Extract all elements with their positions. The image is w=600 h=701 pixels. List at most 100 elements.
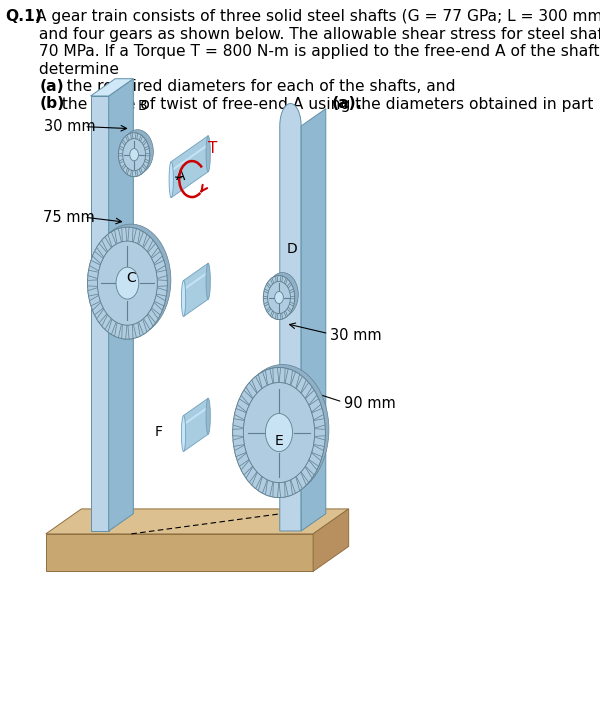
Polygon shape bbox=[266, 307, 271, 313]
Polygon shape bbox=[296, 472, 306, 489]
Polygon shape bbox=[145, 159, 149, 163]
Polygon shape bbox=[88, 287, 98, 296]
Polygon shape bbox=[312, 409, 323, 420]
Polygon shape bbox=[133, 229, 140, 244]
Polygon shape bbox=[184, 263, 208, 316]
Polygon shape bbox=[152, 302, 163, 315]
Polygon shape bbox=[148, 309, 158, 323]
Polygon shape bbox=[89, 260, 100, 271]
Text: A: A bbox=[176, 169, 185, 183]
Text: 75 mm: 75 mm bbox=[43, 210, 95, 225]
Ellipse shape bbox=[206, 398, 211, 434]
Text: 30 mm: 30 mm bbox=[330, 328, 382, 343]
Polygon shape bbox=[280, 104, 301, 531]
Polygon shape bbox=[92, 302, 103, 315]
Text: Q.1): Q.1) bbox=[6, 9, 43, 24]
Polygon shape bbox=[287, 307, 292, 313]
Polygon shape bbox=[148, 243, 158, 257]
Polygon shape bbox=[285, 369, 293, 385]
Polygon shape bbox=[97, 243, 107, 257]
Polygon shape bbox=[142, 164, 146, 170]
Polygon shape bbox=[46, 534, 313, 571]
Polygon shape bbox=[252, 376, 262, 393]
Polygon shape bbox=[125, 168, 129, 175]
Polygon shape bbox=[88, 270, 98, 278]
Polygon shape bbox=[271, 278, 274, 285]
Circle shape bbox=[122, 130, 154, 174]
Circle shape bbox=[91, 224, 171, 336]
Polygon shape bbox=[265, 369, 273, 385]
Polygon shape bbox=[139, 319, 147, 334]
Circle shape bbox=[236, 365, 329, 494]
Polygon shape bbox=[264, 289, 269, 293]
Circle shape bbox=[268, 282, 290, 313]
Polygon shape bbox=[139, 168, 143, 175]
Polygon shape bbox=[157, 270, 167, 278]
Ellipse shape bbox=[206, 263, 211, 299]
Polygon shape bbox=[301, 467, 312, 482]
Polygon shape bbox=[133, 322, 140, 338]
Polygon shape bbox=[309, 399, 321, 412]
Text: D: D bbox=[286, 242, 297, 256]
Polygon shape bbox=[122, 164, 126, 170]
Polygon shape bbox=[145, 154, 150, 156]
Polygon shape bbox=[287, 283, 292, 288]
Polygon shape bbox=[301, 109, 326, 531]
Polygon shape bbox=[284, 311, 287, 317]
Text: (a): (a) bbox=[40, 79, 65, 94]
Polygon shape bbox=[115, 322, 121, 338]
Text: the angle of twist of free-end A using the diameters obtained in part: the angle of twist of free-end A using t… bbox=[57, 97, 598, 111]
Polygon shape bbox=[266, 283, 271, 288]
Polygon shape bbox=[296, 376, 306, 393]
Polygon shape bbox=[233, 437, 244, 447]
Polygon shape bbox=[235, 409, 246, 420]
Polygon shape bbox=[309, 453, 321, 466]
Polygon shape bbox=[275, 275, 278, 282]
Polygon shape bbox=[122, 325, 127, 339]
Text: 90 mm: 90 mm bbox=[344, 397, 396, 411]
Polygon shape bbox=[145, 146, 149, 151]
Polygon shape bbox=[273, 482, 279, 498]
Polygon shape bbox=[131, 170, 133, 177]
Polygon shape bbox=[89, 295, 100, 306]
Polygon shape bbox=[301, 383, 312, 398]
Polygon shape bbox=[284, 278, 287, 285]
Ellipse shape bbox=[169, 162, 173, 198]
Polygon shape bbox=[46, 509, 349, 534]
Polygon shape bbox=[122, 139, 126, 145]
Polygon shape bbox=[289, 289, 294, 293]
Polygon shape bbox=[263, 297, 268, 299]
Polygon shape bbox=[312, 445, 323, 456]
Polygon shape bbox=[122, 227, 127, 242]
Polygon shape bbox=[131, 133, 133, 139]
Polygon shape bbox=[102, 237, 111, 252]
Ellipse shape bbox=[181, 280, 185, 316]
Polygon shape bbox=[171, 136, 208, 198]
Circle shape bbox=[97, 241, 157, 325]
Polygon shape bbox=[119, 146, 124, 151]
Polygon shape bbox=[246, 467, 257, 482]
Circle shape bbox=[118, 132, 150, 177]
Polygon shape bbox=[241, 390, 253, 405]
Polygon shape bbox=[271, 311, 274, 317]
Ellipse shape bbox=[206, 136, 211, 172]
Polygon shape bbox=[291, 372, 299, 388]
Polygon shape bbox=[289, 302, 294, 306]
Circle shape bbox=[265, 414, 293, 451]
Polygon shape bbox=[237, 399, 249, 412]
Polygon shape bbox=[91, 96, 109, 531]
Polygon shape bbox=[241, 460, 253, 475]
Polygon shape bbox=[91, 79, 133, 96]
Polygon shape bbox=[115, 229, 121, 244]
Polygon shape bbox=[264, 302, 269, 306]
Text: (b): (b) bbox=[40, 97, 65, 111]
Polygon shape bbox=[143, 237, 153, 252]
Circle shape bbox=[263, 275, 295, 320]
Ellipse shape bbox=[181, 416, 185, 451]
Polygon shape bbox=[305, 460, 317, 475]
Polygon shape bbox=[273, 367, 279, 383]
Text: the required diameters for each of the shafts, and: the required diameters for each of the s… bbox=[57, 79, 455, 94]
Polygon shape bbox=[154, 260, 165, 271]
Polygon shape bbox=[235, 445, 246, 456]
Polygon shape bbox=[259, 477, 267, 494]
